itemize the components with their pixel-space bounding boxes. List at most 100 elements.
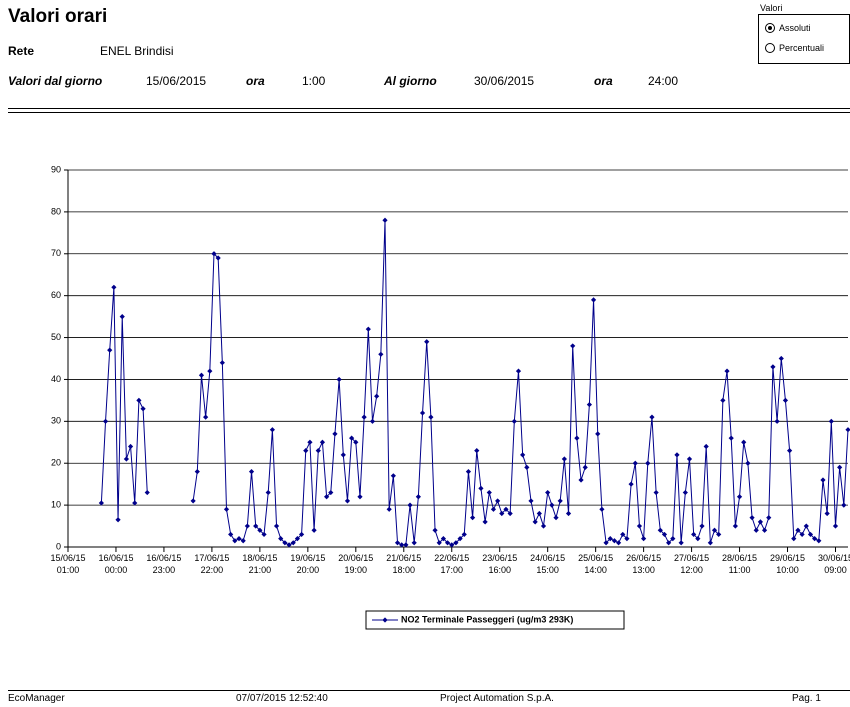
x-tick-label-line: 28/06/15: [722, 553, 757, 563]
radio-label: Percentuali: [779, 43, 825, 53]
x-tick-label: 18/06/15 21:00: [242, 553, 277, 575]
data-point: [757, 519, 764, 525]
data-line: [100, 220, 849, 546]
data-point: [528, 498, 534, 504]
x-tick-label: 25/06/15 14:00: [578, 553, 613, 575]
label: ora: [246, 74, 265, 88]
data-point: [478, 485, 484, 491]
x-tick-label-line: 14:00: [584, 565, 607, 575]
y-tick-label: 90: [51, 164, 61, 174]
data-point: [749, 515, 755, 521]
data-point: [724, 368, 730, 374]
value: 1:00: [302, 74, 326, 88]
x-tick-label: 15/06/15 01:00: [50, 553, 85, 575]
data-point: [403, 542, 409, 548]
radio-option[interactable]: Percentuali: [765, 43, 824, 53]
data-point: [436, 540, 442, 546]
x-tick-label-line: 29/06/15: [770, 553, 805, 563]
data-point: [632, 460, 638, 466]
data-point: [449, 542, 455, 548]
data-point: [244, 523, 250, 529]
data-point: [778, 355, 784, 362]
x-tick-label-line: 22:00: [201, 565, 224, 575]
data-point: [611, 538, 618, 544]
x-tick-label: 20/06/15 19:00: [338, 553, 373, 575]
data-point: [219, 360, 225, 366]
x-tick-label-line: 11:00: [729, 565, 751, 575]
legend-label: NO2 Terminale Passeggeri (ug/m3 293K): [401, 614, 573, 624]
data-point: [649, 414, 655, 420]
data-point: [374, 393, 380, 399]
data-point: [799, 531, 805, 538]
x-tick-label-line: 09:00: [824, 565, 847, 575]
data-point: [324, 494, 330, 500]
data-point: [399, 542, 405, 548]
data-point: [582, 464, 588, 471]
data-point: [561, 456, 567, 462]
data-point: [732, 523, 738, 529]
footer-app: EcoManager: [8, 693, 65, 704]
x-tick-label: 26/06/15 13:00: [626, 553, 661, 575]
label: Al giorno: [384, 74, 437, 88]
x-tick-label: 30/06/15 09:00: [818, 553, 850, 575]
data-point: [657, 527, 663, 533]
data-point: [278, 536, 284, 542]
data-point: [636, 523, 643, 529]
data-point: [211, 251, 217, 257]
x-tick-label: 19/06/15 20:00: [290, 553, 325, 575]
data-point: [136, 397, 142, 403]
x-tick-label-line: 21:00: [249, 565, 272, 575]
x-tick-label-line: 10:00: [776, 565, 799, 575]
data-point: [349, 435, 355, 441]
data-point: [549, 502, 555, 508]
x-tick-label-line: 16:00: [488, 565, 511, 575]
data-point: [144, 489, 150, 496]
data-point: [440, 536, 447, 542]
x-tick-label-line: 30/06/15: [818, 553, 850, 563]
data-point: [661, 531, 668, 538]
separator: [8, 108, 850, 109]
data-point: [411, 540, 417, 546]
footer-page: Pag. 1: [792, 693, 821, 704]
data-point: [223, 506, 230, 512]
data-point: [428, 414, 434, 420]
data-point: [536, 510, 542, 517]
report-title: Valori orari: [8, 6, 108, 27]
data-point: [127, 443, 134, 450]
x-tick-label-line: 01:00: [57, 565, 80, 575]
data-point: [294, 536, 301, 542]
data-point: [419, 410, 426, 416]
data-point: [261, 531, 267, 538]
data-point: [290, 540, 296, 546]
data-point: [119, 314, 125, 320]
data-point: [424, 339, 430, 345]
data-point: [198, 372, 205, 378]
data-point: [620, 531, 626, 538]
data-point: [319, 439, 326, 445]
value: ENEL Brindisi: [100, 44, 174, 58]
data-point: [353, 439, 359, 445]
data-point: [415, 494, 421, 500]
data-point: [653, 489, 659, 496]
y-tick-label: 40: [51, 374, 61, 384]
radio-option[interactable]: Assoluti: [765, 23, 811, 33]
data-point: [336, 376, 342, 383]
data-point: [328, 489, 334, 496]
data-point: [682, 489, 688, 496]
radio[interactable]: [765, 43, 775, 53]
x-tick-label-line: 15:00: [536, 565, 559, 575]
data-point: [265, 489, 271, 496]
data-point: [407, 502, 413, 508]
x-tick-label: 22/06/15 17:00: [434, 553, 469, 575]
data-point: [286, 542, 292, 548]
radio[interactable]: [765, 23, 775, 33]
data-point: [461, 531, 467, 538]
data-point: [678, 540, 684, 546]
x-tick-label-line: 18/06/15: [242, 553, 277, 563]
data-point: [357, 494, 363, 500]
x-tick-label: 21/06/15 18:00: [386, 553, 421, 575]
data-point: [499, 510, 505, 517]
data-point: [257, 527, 263, 533]
data-point: [507, 510, 513, 517]
